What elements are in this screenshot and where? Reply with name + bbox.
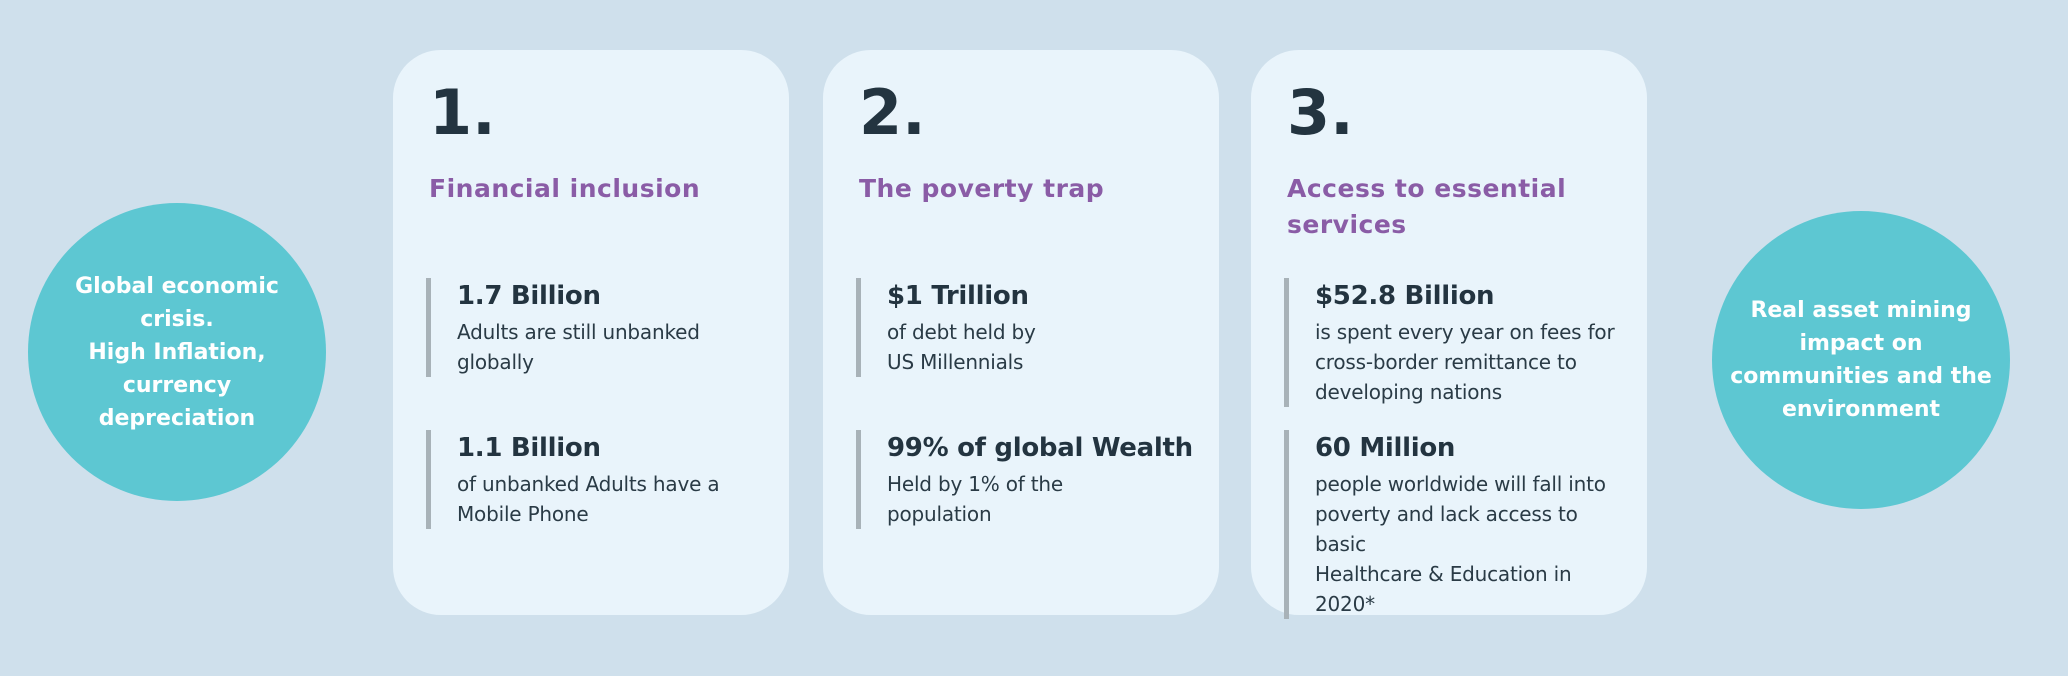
- stat-description: people worldwide will fall into poverty …: [1315, 472, 1606, 617]
- stat-description: Adults are still unbanked globally: [457, 320, 700, 375]
- card-number: 2.: [859, 76, 926, 149]
- mining-impact-circle: Real asset mining impact on communities …: [1712, 211, 2010, 509]
- stat-value: $1 Trillion: [887, 281, 1029, 311]
- card-title: Financial inclusion: [429, 174, 701, 204]
- stat-value: 60 Million: [1315, 433, 1456, 463]
- stat-block: 1.7 Billion Adults are still unbanked gl…: [426, 278, 771, 378]
- stat-value: 1.7 Billion: [457, 281, 601, 311]
- stat-value: 99% of global Wealth: [887, 433, 1193, 463]
- stat-block: 60 Million people worldwide will fall in…: [1284, 430, 1629, 620]
- card-number: 3.: [1287, 76, 1354, 149]
- stat-block: 1.1 Billion of unbanked Adults have a Mo…: [426, 430, 771, 530]
- stat-value: 1.1 Billion: [457, 433, 601, 463]
- stat-description: Held by 1% of the population: [887, 472, 1063, 527]
- card-poverty-trap: 2. The poverty trap $1 Trillion of debt …: [823, 50, 1219, 615]
- card-financial-inclusion: 1. Financial inclusion 1.7 Billion Adult…: [393, 50, 789, 615]
- stat-block: $1 Trillion of debt held by US Millennia…: [856, 278, 1201, 378]
- card-number: 1.: [429, 76, 496, 149]
- global-crisis-circle: Global economic crisis. High Inflation, …: [28, 203, 326, 501]
- card-access-essential-services: 3. Access to essential services $52.8 Bi…: [1251, 50, 1647, 620]
- stat-block: $52.8 Billion is spent every year on fee…: [1284, 278, 1629, 408]
- mining-impact-circle-text: Real asset mining impact on communities …: [1730, 298, 1992, 422]
- card-title: Access to essential services: [1287, 174, 1567, 240]
- stat-description: is spent every year on fees for cross-bo…: [1315, 320, 1615, 405]
- stat-description: of unbanked Adults have a Mobile Phone: [457, 472, 720, 527]
- card-title: The poverty trap: [859, 174, 1105, 204]
- stat-block: 99% of global Wealth Held by 1% of the p…: [856, 430, 1201, 530]
- stat-description: of debt held by US Millennials: [887, 320, 1036, 375]
- global-crisis-circle-text: Global economic crisis. High Inflation, …: [75, 273, 279, 431]
- stat-value: $52.8 Billion: [1315, 281, 1495, 311]
